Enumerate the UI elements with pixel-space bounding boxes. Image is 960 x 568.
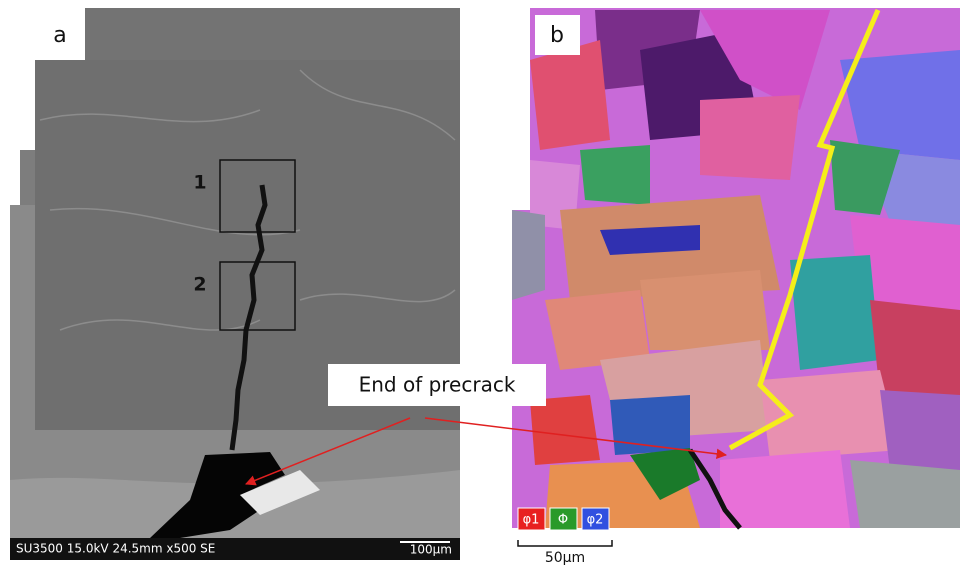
ebsd-map: φ1 Φ φ2 50µm b [512, 8, 960, 566]
panel-label: b [550, 23, 564, 48]
box-label: 1 [193, 172, 206, 194]
scale-label: 50µm [545, 550, 585, 566]
panel-label: a [53, 23, 66, 48]
legend-label: Φ [558, 513, 568, 528]
scale-label: 100µm [410, 543, 452, 557]
legend-label: φ1 [523, 513, 540, 528]
legend-label: φ2 [587, 513, 604, 528]
sem-image: 1 2 SU3500 15.0kV 24.5mm x500 SE 100µm a [10, 8, 460, 560]
box-label: 2 [193, 274, 206, 296]
figure: 1 2 SU3500 15.0kV 24.5mm x500 SE 100µm a [0, 0, 960, 568]
info-bar: SU3500 15.0kV 24.5mm x500 SE [16, 542, 215, 556]
annotation: End of precrack [359, 373, 516, 397]
